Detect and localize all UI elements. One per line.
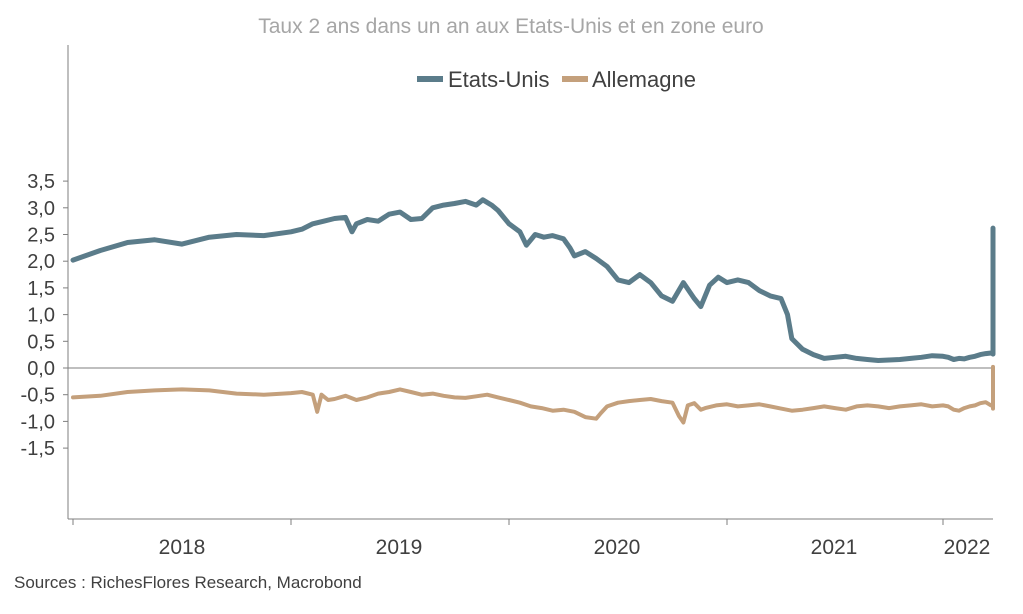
y-tick-label: 0,0 — [27, 358, 55, 380]
x-axis: 2018 2019 2020 2021 2022 — [68, 518, 993, 559]
y-axis: 3,5 3,0 2,5 2,0 1,5 1,0 0,5 0,0 -0,5 -1,0 -1,5 — [21, 45, 69, 519]
chart-title: Taux 2 ans dans un an aux Etats-Unis et … — [258, 15, 764, 38]
source-note: Sources : RichesFlores Research, Macrobo… — [14, 573, 362, 592]
y-tick-label: 3,0 — [27, 198, 55, 220]
legend-label-etats-unis: Etats-Unis — [448, 67, 549, 92]
legend-item-allemagne: Allemagne — [562, 67, 696, 92]
series-line-allemagne — [71, 364, 995, 425]
series-layer — [70, 197, 996, 425]
x-tick-label: 2021 — [811, 536, 858, 559]
x-tick-label: 2022 — [944, 536, 991, 559]
y-tick-label: -1,0 — [21, 411, 55, 433]
legend: Etats-Unis Allemagne — [417, 67, 696, 92]
y-tick-label: 2,5 — [27, 225, 55, 247]
y-tick-label: 3,5 — [27, 171, 55, 193]
y-tick-label: 1,5 — [27, 278, 55, 300]
y-tick-label: -1,5 — [21, 438, 55, 460]
legend-item-etats-unis: Etats-Unis — [417, 67, 549, 92]
y-tick-label: 0,5 — [27, 331, 55, 353]
x-tick-label: 2019 — [376, 536, 423, 559]
x-tick-label: 2020 — [594, 536, 641, 559]
y-tick-label: 1,0 — [27, 305, 55, 327]
x-tick-label: 2018 — [159, 536, 206, 559]
y-tick-label: -0,5 — [21, 385, 55, 407]
series-line-etats-unis — [70, 197, 996, 363]
legend-label-allemagne: Allemagne — [592, 67, 696, 92]
y-tick-label: 2,0 — [27, 251, 55, 273]
